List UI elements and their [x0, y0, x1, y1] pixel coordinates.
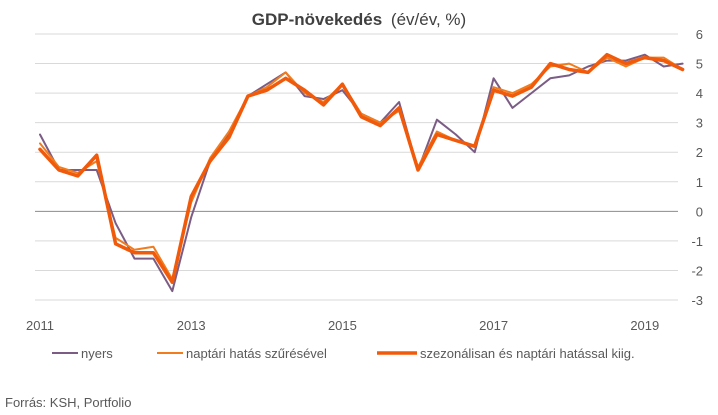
x-tick-label: 2017	[479, 318, 508, 333]
legend-label: szezonálisan és naptári hatással kiig.	[420, 346, 635, 361]
y-axis-ticks: 6 5 4 3 2 1 0 -1 -2 -3	[691, 27, 703, 308]
y-tick-label: 4	[696, 86, 703, 101]
y-tick-label: 5	[696, 57, 703, 72]
chart-title-unit: (év/év, %)	[391, 10, 466, 29]
series-line-1	[39, 53, 684, 293]
x-tick-label: 2013	[177, 318, 206, 333]
chart-title: GDP-növekedés (év/év, %)	[252, 10, 466, 29]
chart-title-main: GDP-növekedés	[252, 10, 382, 29]
series-lines	[38, 52, 685, 293]
y-tick-label: -1	[691, 234, 703, 249]
y-tick-label: 2	[696, 145, 703, 160]
source-note: Forrás: KSH, Portfolio	[5, 395, 131, 410]
y-tick-label: 3	[696, 116, 703, 131]
legend-label: naptári hatás szűrésével	[186, 346, 327, 361]
y-tick-label: 6	[696, 27, 703, 42]
x-axis-ticks: 2011 2013 2015 2017 2019	[26, 318, 659, 333]
legend-item-1: nyers	[52, 346, 113, 361]
x-tick-label: 2011	[26, 318, 54, 333]
y-tick-label: -3	[691, 293, 703, 308]
x-tick-label: 2019	[630, 318, 659, 333]
legend: nyers naptári hatás szűrésével szezonálisa…	[52, 346, 635, 361]
legend-item-3: szezonálisan és naptári hatással kiig.	[377, 346, 635, 361]
legend-item-2: naptári hatás szűrésével	[157, 346, 327, 361]
grid-lines	[35, 33, 678, 301]
legend-label: nyers	[81, 346, 113, 361]
y-tick-label: 0	[696, 204, 703, 219]
y-tick-label: 1	[696, 175, 703, 190]
series-line-3	[38, 52, 685, 285]
x-tick-label: 2015	[328, 318, 357, 333]
y-tick-label: -2	[691, 263, 703, 278]
series-line-2	[39, 56, 684, 281]
